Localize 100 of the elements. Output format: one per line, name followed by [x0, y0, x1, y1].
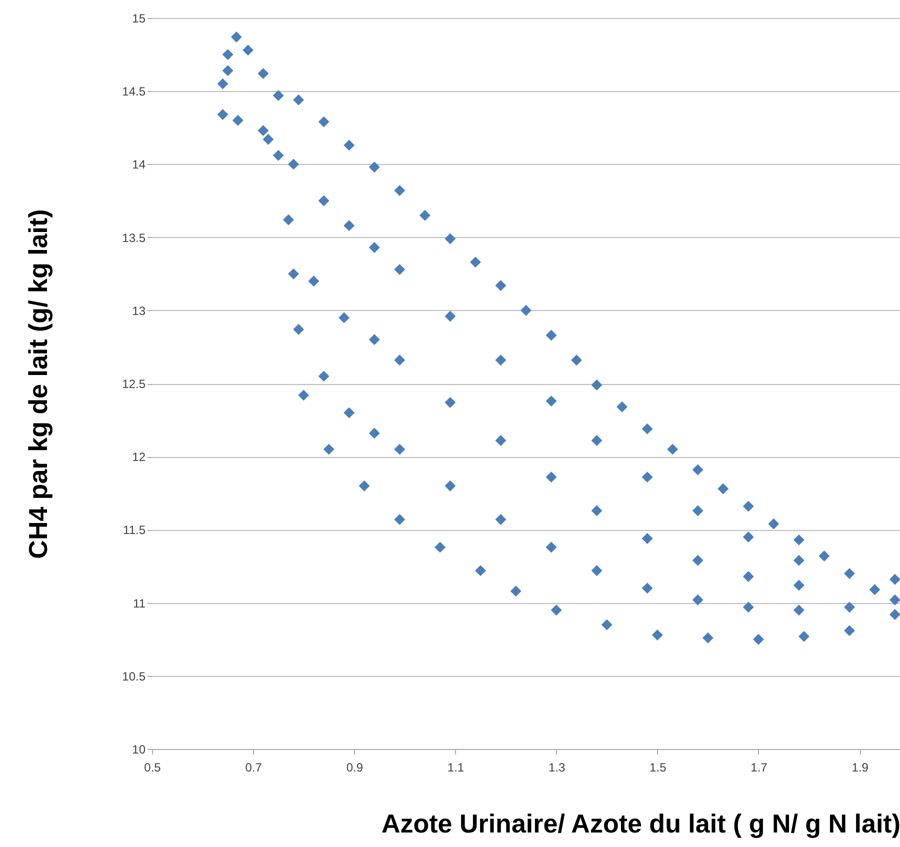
point	[793, 604, 804, 616]
point	[262, 134, 274, 145]
point	[470, 256, 481, 268]
point	[642, 472, 653, 483]
point	[222, 65, 234, 76]
point	[844, 568, 855, 580]
point	[368, 334, 380, 346]
point	[889, 609, 900, 620]
x-tick-label: 1.5	[650, 760, 667, 774]
point	[793, 580, 804, 591]
point	[591, 435, 602, 446]
point	[844, 625, 855, 636]
point	[368, 162, 380, 173]
y-tick-label: 11.5	[123, 523, 146, 538]
point	[358, 480, 370, 492]
point	[258, 125, 269, 136]
point	[394, 444, 406, 455]
point	[652, 629, 663, 640]
point	[258, 68, 269, 80]
point	[642, 423, 653, 434]
point	[368, 242, 380, 254]
point	[546, 330, 557, 341]
point	[495, 280, 506, 292]
point	[510, 586, 522, 597]
point	[546, 542, 557, 553]
point	[419, 210, 430, 221]
point	[591, 379, 602, 390]
point	[444, 480, 456, 492]
point	[394, 264, 406, 275]
point	[742, 532, 754, 542]
point	[272, 150, 284, 161]
point	[272, 90, 284, 101]
point	[222, 49, 234, 60]
point	[293, 324, 304, 335]
point	[702, 632, 714, 644]
y-tick-label: 12	[132, 450, 146, 464]
point	[520, 304, 532, 316]
y-tick-label: 14.5	[122, 84, 146, 99]
point	[667, 444, 678, 455]
point	[444, 233, 456, 244]
point	[495, 514, 506, 525]
point	[495, 354, 506, 366]
point	[217, 78, 228, 90]
y-tick-label: 10.5	[122, 669, 146, 684]
point	[818, 550, 830, 562]
point	[546, 472, 557, 483]
point	[692, 505, 704, 516]
point	[394, 185, 406, 196]
point	[368, 428, 380, 439]
point	[844, 602, 855, 613]
x-tick-label: 0.7	[245, 760, 262, 774]
point	[288, 158, 299, 170]
point	[293, 94, 304, 106]
point	[793, 534, 804, 546]
point	[692, 594, 704, 606]
point	[798, 630, 810, 642]
y-axis-title: CH4 par kg de lait (g/ kg lait)	[23, 209, 54, 559]
point	[308, 276, 320, 287]
point	[298, 390, 310, 401]
point	[591, 505, 602, 516]
y-tick-label: 11	[133, 596, 146, 610]
point	[217, 109, 228, 120]
point	[642, 532, 653, 544]
point	[444, 310, 456, 322]
point	[288, 268, 299, 280]
point	[753, 634, 764, 645]
point	[692, 554, 704, 566]
point	[475, 565, 486, 576]
point	[742, 602, 754, 613]
point	[889, 594, 900, 606]
point	[550, 604, 562, 616]
point	[394, 354, 406, 366]
point	[434, 542, 446, 553]
point	[768, 518, 780, 530]
point	[344, 220, 355, 232]
x-tick-label: 1.1	[447, 760, 464, 774]
point	[282, 214, 294, 226]
point	[601, 619, 612, 630]
y-tick-label: 14	[132, 158, 146, 172]
point	[444, 397, 456, 408]
point	[616, 401, 628, 412]
y-tick-label: 13.5	[122, 230, 146, 245]
point	[889, 574, 900, 585]
y-tick-label: 12.5	[122, 377, 146, 391]
x-tick-label: 0.5	[144, 760, 162, 774]
point	[394, 514, 406, 525]
point	[742, 500, 754, 512]
point	[642, 582, 653, 594]
x-tick-label: 0.9	[346, 760, 364, 774]
point	[718, 483, 729, 494]
y-tick-label: 10	[132, 742, 146, 756]
point	[571, 354, 582, 366]
x-tick-label: 1.3	[548, 760, 566, 774]
point	[742, 571, 754, 582]
point	[230, 32, 242, 42]
point	[318, 116, 330, 128]
point	[692, 464, 704, 476]
point	[793, 554, 804, 566]
point	[495, 435, 506, 446]
point	[344, 407, 355, 418]
